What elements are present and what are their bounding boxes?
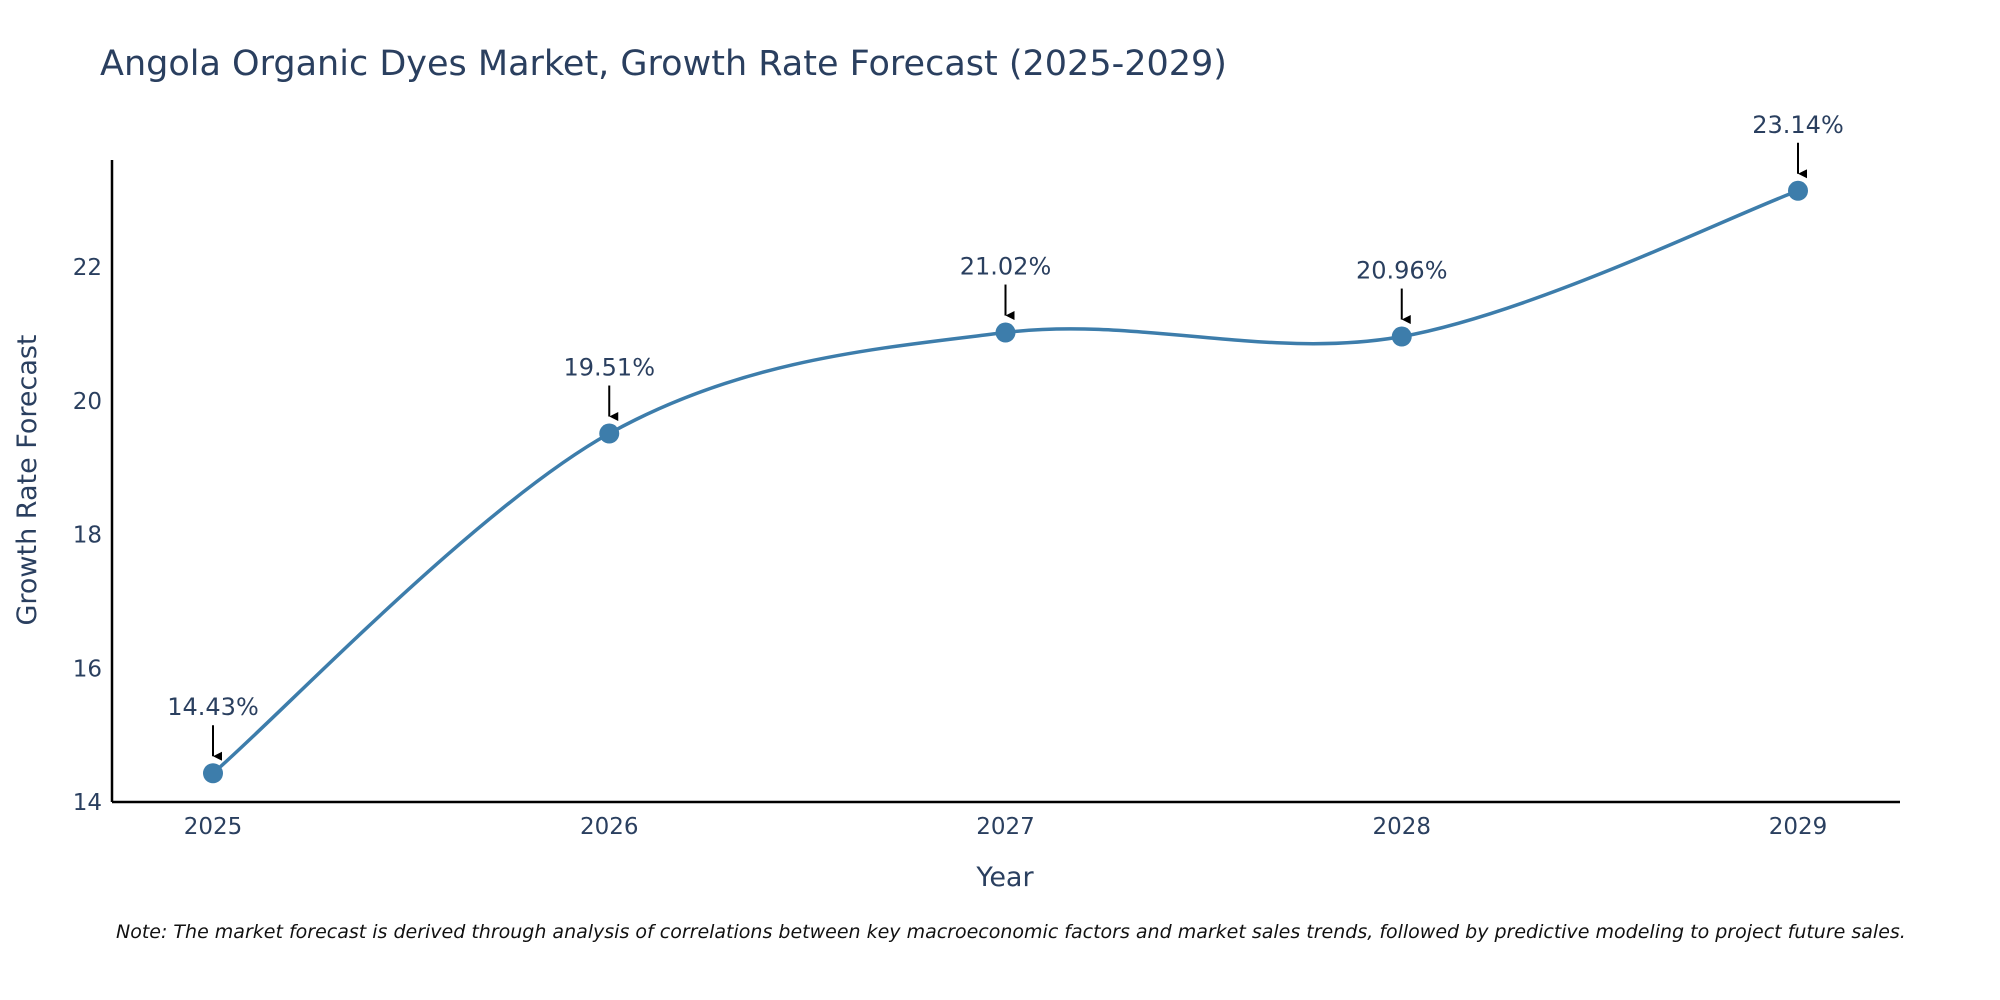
data-point xyxy=(599,423,620,444)
y-tick-label: 22 xyxy=(73,255,102,281)
chart-title: Angola Organic Dyes Market, Growth Rate … xyxy=(100,44,1227,84)
data-label: 20.96% xyxy=(1356,257,1448,285)
data-label: 21.02% xyxy=(960,253,1052,281)
data-label: 23.14% xyxy=(1752,111,1844,139)
y-tick-label: 20 xyxy=(73,389,102,415)
y-tick-label: 18 xyxy=(73,523,102,549)
x-tick-label: 2025 xyxy=(184,814,243,840)
data-point xyxy=(1788,180,1808,201)
x-tick-label: 2026 xyxy=(580,814,639,840)
data-label: 14.43% xyxy=(167,693,259,721)
data-point xyxy=(995,322,1016,343)
data-label: 19.51% xyxy=(563,354,655,382)
data-point xyxy=(203,763,223,784)
x-tick-label: 2029 xyxy=(1769,814,1828,840)
x-tick-label: 2028 xyxy=(1372,814,1431,840)
data-point xyxy=(1391,326,1412,347)
x-tick-label: 2027 xyxy=(976,814,1035,840)
y-tick-label: 16 xyxy=(73,656,102,682)
y-tick-label: 14 xyxy=(73,790,102,816)
chart-note: Note: The market forecast is derived thr… xyxy=(116,921,1906,943)
x-axis-title: Year xyxy=(975,862,1034,893)
y-axis-title: Growth Rate Forecast xyxy=(12,334,43,625)
